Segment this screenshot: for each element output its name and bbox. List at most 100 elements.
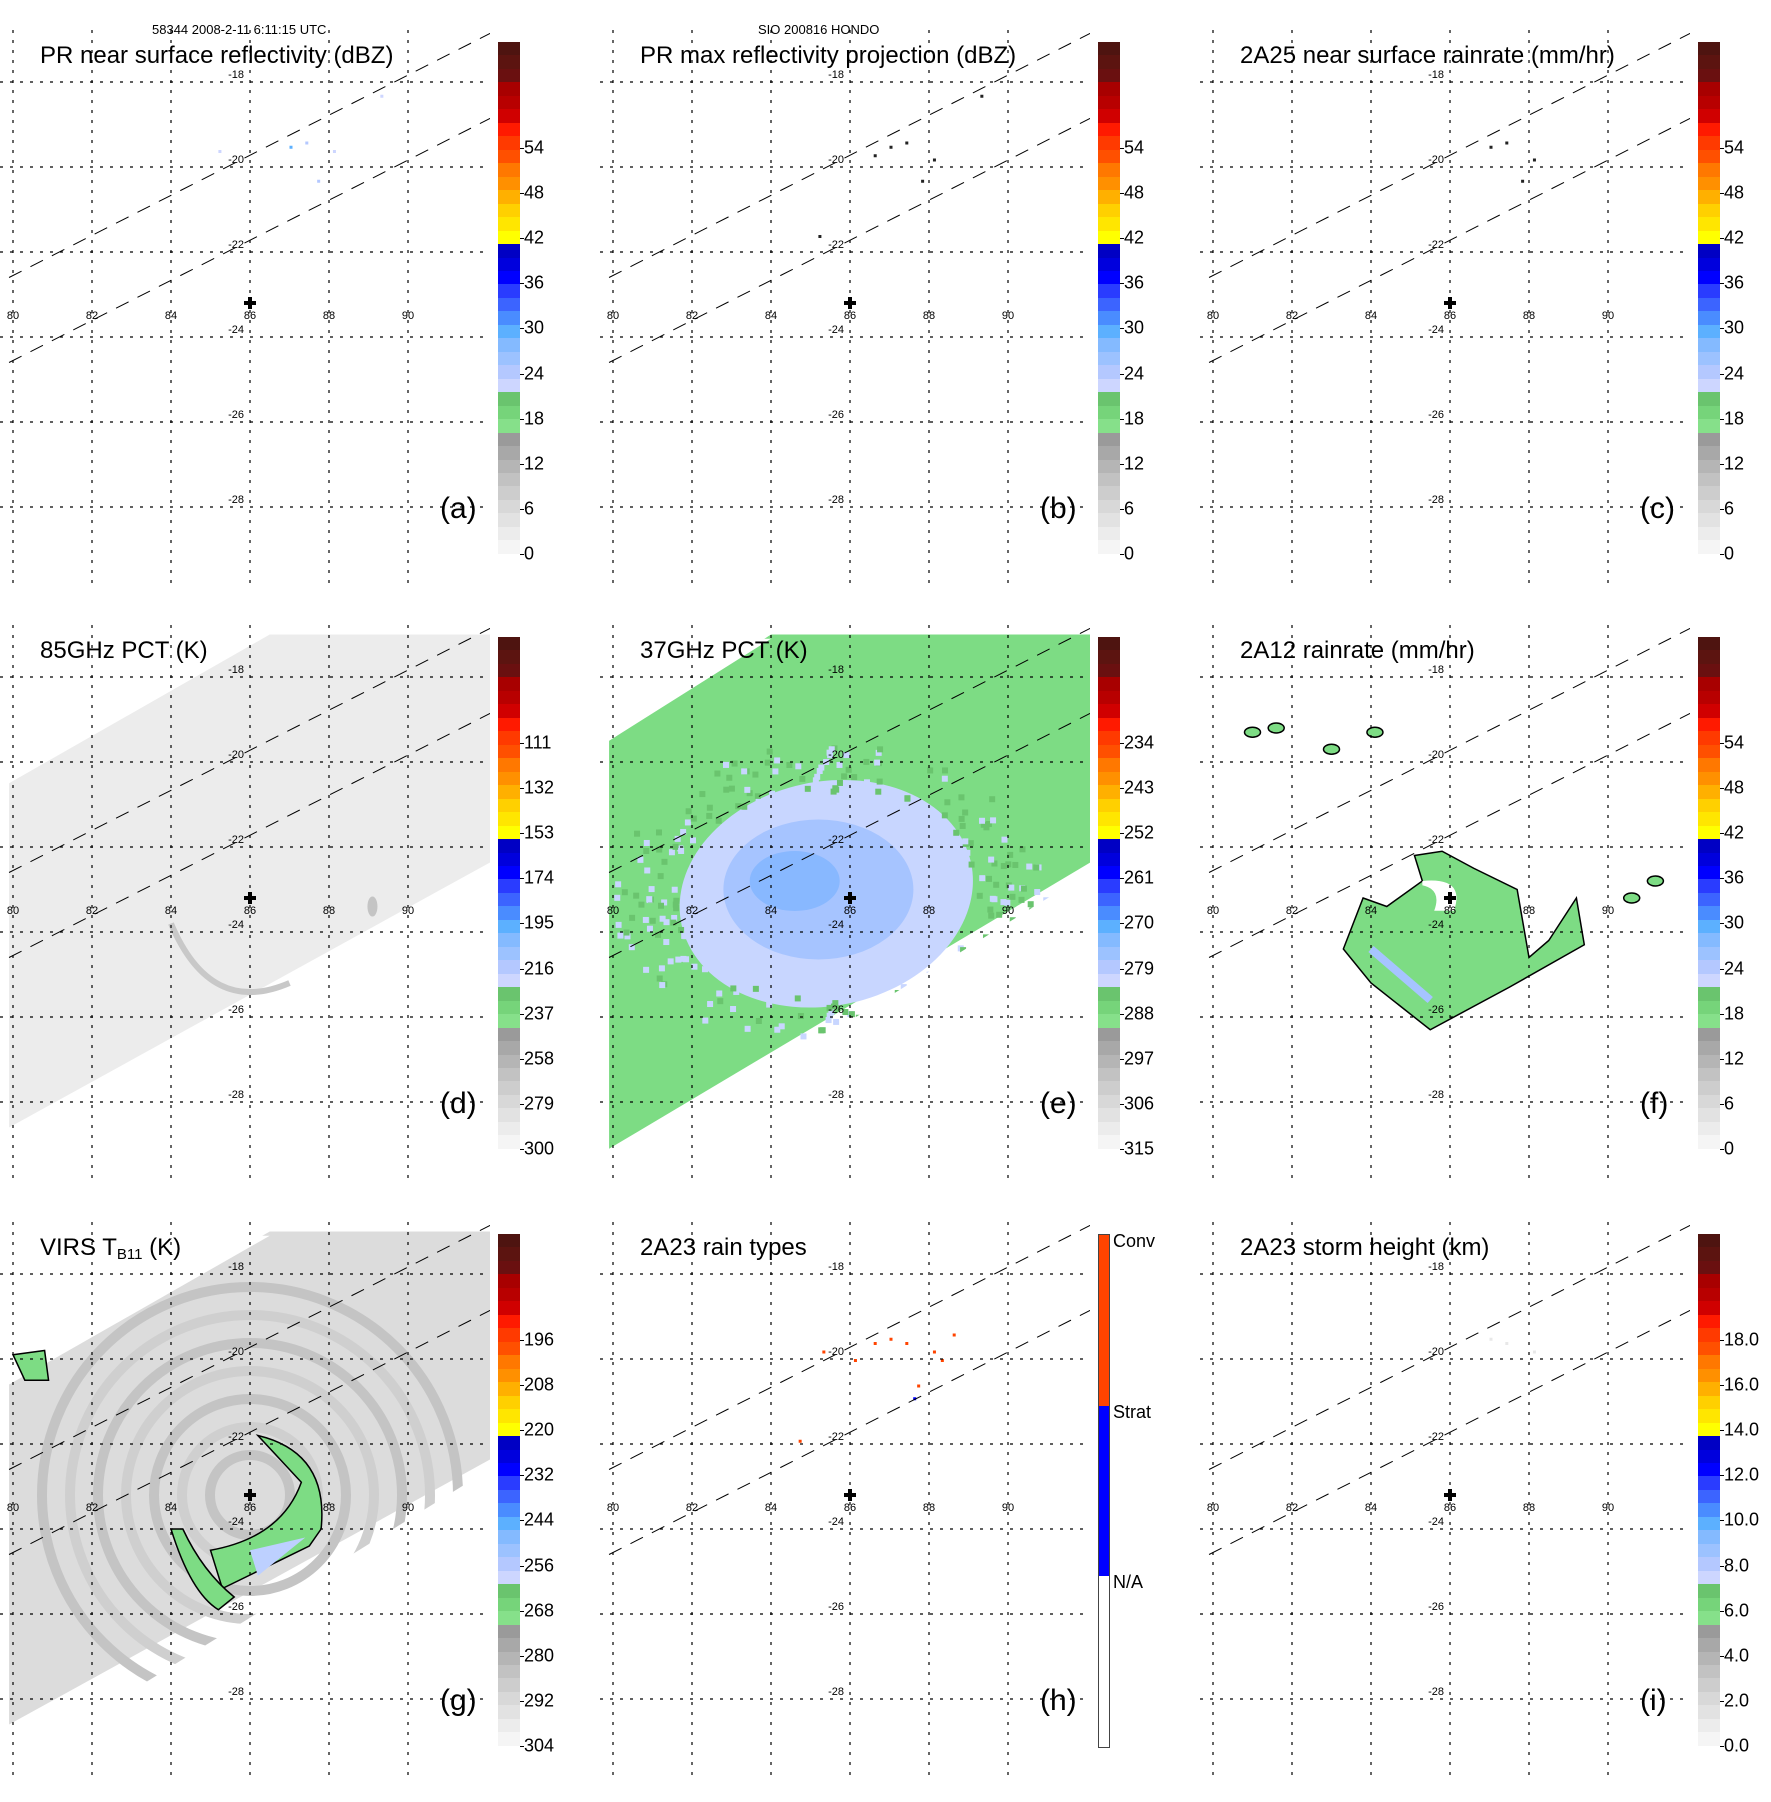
colorbar-segment bbox=[498, 257, 520, 271]
lon-tick-label: 80 bbox=[607, 1502, 619, 1514]
colorbar-segment bbox=[498, 1489, 520, 1504]
colorbar-segment bbox=[498, 1314, 520, 1329]
colorbar-tick-label: 18 bbox=[1124, 408, 1145, 429]
lon-tick-label: 80 bbox=[607, 905, 619, 917]
colorbar-tick-mark bbox=[1720, 283, 1724, 285]
map-plot: 80 82 84 86 88 90 -18 -20 -22 -24 -26 -28 bbox=[1200, 30, 1690, 585]
colorbar-tick-label: 315 bbox=[1124, 1138, 1155, 1159]
colorbar-tick-mark bbox=[1720, 508, 1724, 510]
pr-swath-edge bbox=[1208, 1309, 1690, 1555]
colorbar-segment bbox=[1698, 513, 1720, 527]
colorbar-segment bbox=[498, 351, 520, 366]
echo-pixel bbox=[889, 145, 893, 149]
lon-tick-label: 90 bbox=[1602, 905, 1614, 917]
lon-tick-label: 86 bbox=[1444, 310, 1456, 322]
colorbar-tick-label: 12 bbox=[1724, 453, 1745, 474]
colorbar-tick-label: 270 bbox=[1124, 912, 1155, 933]
lat-tick-label: -20 bbox=[1428, 154, 1444, 166]
lon-tick-label: 88 bbox=[923, 310, 935, 322]
lat-tick-label: -28 bbox=[828, 1686, 844, 1698]
colorbar-segment bbox=[498, 499, 520, 514]
colorbar-tick-label: 10.0 bbox=[1724, 1509, 1760, 1530]
panel-label: (e) bbox=[1040, 1087, 1077, 1120]
colorbar-segment bbox=[1698, 1054, 1720, 1068]
colorbar-segment bbox=[498, 1503, 520, 1517]
echo-pixel bbox=[818, 235, 822, 238]
echo-pixel bbox=[1532, 158, 1536, 162]
colorbar-segment bbox=[1698, 459, 1720, 473]
colorbar-segment bbox=[1698, 812, 1720, 826]
colorbar-segment bbox=[1098, 513, 1120, 527]
colorbar-segment bbox=[1698, 1449, 1720, 1463]
colorbar-tick-label: 220 bbox=[524, 1419, 555, 1440]
colorbar-tick-mark bbox=[520, 788, 524, 790]
colorbar-segment bbox=[498, 677, 520, 691]
colorbar-segment bbox=[1098, 486, 1120, 500]
lat-tick-label: -22 bbox=[1428, 834, 1444, 846]
colorbar-segment bbox=[498, 95, 520, 110]
colorbar-segment bbox=[1698, 1287, 1720, 1302]
colorbar-tick-mark bbox=[520, 1149, 524, 1150]
colorbar-segment bbox=[1098, 378, 1120, 393]
lat-tick-label: -24 bbox=[1428, 919, 1444, 931]
colorbar-category-label: Strat bbox=[1113, 1401, 1152, 1422]
colorbar-segment bbox=[1098, 798, 1120, 813]
colorbar-segment bbox=[498, 852, 520, 866]
colorbar-tick-mark bbox=[1720, 373, 1724, 375]
colorbar-tick-mark bbox=[520, 554, 524, 555]
colorbar-segment bbox=[1098, 892, 1120, 907]
colorbar-segment bbox=[1698, 1409, 1720, 1423]
colorbar-segment bbox=[1698, 163, 1720, 177]
colorbar-segment bbox=[498, 1516, 520, 1531]
colorbar-tick-label: 6 bbox=[524, 498, 535, 519]
colorbar-segment bbox=[1098, 419, 1120, 433]
colorbar-segment bbox=[1098, 690, 1120, 705]
pr-swath-edge bbox=[8, 1224, 490, 1470]
colorbar-segment bbox=[1098, 190, 1120, 204]
colorbar-segment bbox=[498, 82, 520, 96]
lon-tick-label: 84 bbox=[765, 905, 777, 917]
pr-swath-edge bbox=[1208, 32, 1690, 278]
colorbar-tick-mark bbox=[1120, 554, 1124, 555]
lat-tick-label: -20 bbox=[228, 154, 244, 166]
colorbar-segment bbox=[1698, 392, 1720, 406]
colorbar-segment bbox=[1098, 825, 1120, 840]
colorbar-segment bbox=[1099, 1405, 1109, 1577]
colorbar-segment bbox=[498, 405, 520, 420]
storm-center-cross-icon bbox=[244, 1489, 256, 1501]
colorbar-segment bbox=[1698, 1624, 1720, 1639]
lon-tick-label: 80 bbox=[1207, 310, 1219, 322]
colorbar-segment bbox=[1698, 540, 1720, 554]
lat-tick-label: -28 bbox=[1428, 1089, 1444, 1101]
colorbar-tick-label: 2.0 bbox=[1724, 1690, 1750, 1711]
echo-pixels bbox=[798, 1333, 956, 1443]
colorbar-tick-label: 16.0 bbox=[1724, 1374, 1760, 1395]
colorbar-tick-mark bbox=[520, 1103, 524, 1105]
colorbar-segment bbox=[1098, 392, 1120, 406]
colorbar-segment bbox=[1098, 663, 1120, 678]
colorbar-tick-label: 36 bbox=[1724, 867, 1745, 888]
echo-pixel bbox=[889, 1337, 893, 1341]
colorbar-segment bbox=[498, 284, 520, 298]
panel-title: 37GHz PCT (K) bbox=[640, 637, 808, 664]
colorbar-tick-mark bbox=[520, 328, 524, 330]
colorbar-segment bbox=[1098, 1135, 1120, 1149]
colorbar-segment bbox=[1698, 1355, 1720, 1369]
colorbar-segment bbox=[1698, 82, 1720, 96]
colorbar-segment bbox=[1098, 149, 1120, 164]
colorbar-tick-mark bbox=[1120, 743, 1124, 744]
colorbar-tick-mark bbox=[1720, 193, 1724, 195]
colorbar-tick-label: 48 bbox=[1724, 777, 1745, 798]
colorbar-tick-label: 54 bbox=[524, 137, 545, 158]
colorbar-segment bbox=[1098, 677, 1120, 691]
colorbar-tick-mark bbox=[1720, 554, 1724, 555]
lon-tick-label: 88 bbox=[923, 905, 935, 917]
colorbar-segment bbox=[1698, 637, 1720, 651]
colorbar: 315 306 297 288 279 270 261 252 243 234 bbox=[1098, 637, 1154, 1159]
pr-swath-edge bbox=[8, 627, 490, 873]
echo-pixel bbox=[940, 1359, 944, 1362]
colorbar-segment bbox=[498, 839, 520, 853]
pr-swath-edge bbox=[608, 1309, 1090, 1555]
colorbar-segment bbox=[1698, 526, 1720, 541]
colorbar-category-label: N/A bbox=[1113, 1572, 1144, 1593]
